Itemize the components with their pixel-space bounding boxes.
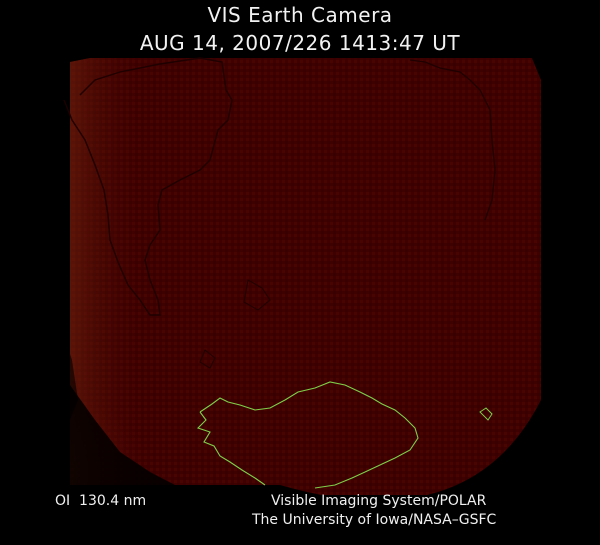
wavelength-label: OI 130.4 nm (55, 493, 147, 509)
credit-line-2: The University of Iowa/NASA–GSFC (252, 512, 497, 528)
aurora-glow (70, 280, 270, 501)
antarctica-coastline (199, 381, 419, 489)
credit-line-1: Visible Imaging System/POLAR (271, 493, 487, 509)
image-title: VIS Earth Camera (207, 3, 393, 27)
south-america-coastline (63, 57, 233, 316)
image-timestamp: AUG 14, 2007/226 1413:47 UT (139, 31, 461, 55)
